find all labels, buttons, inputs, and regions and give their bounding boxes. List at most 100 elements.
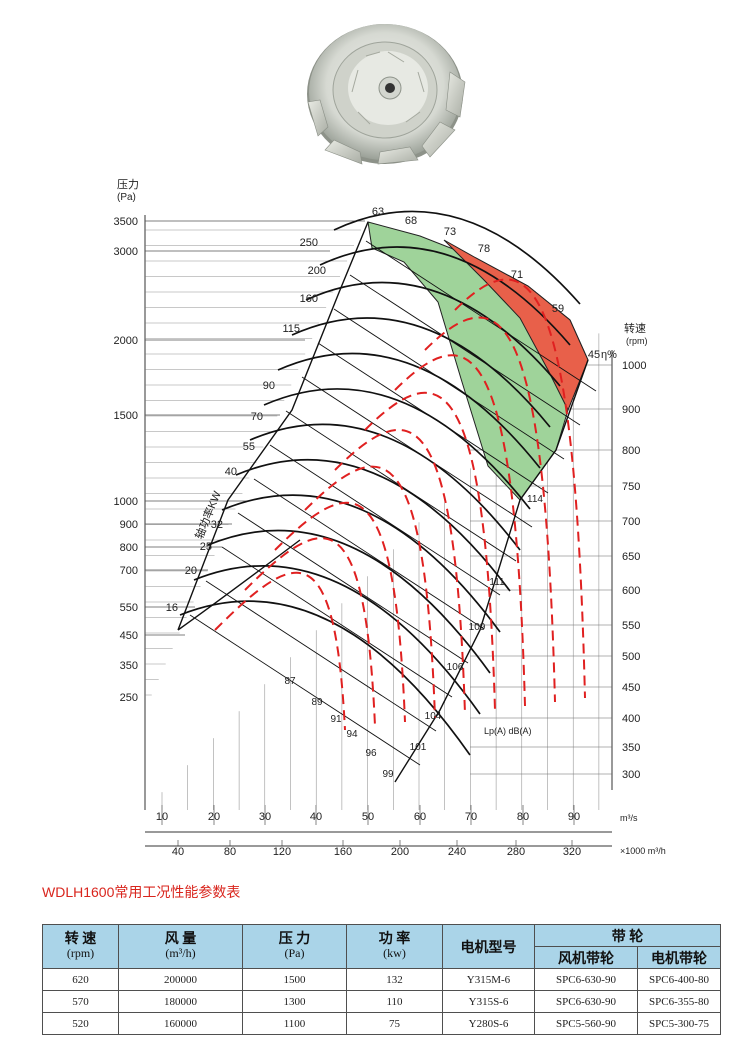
cell-speed: 520 (42, 1012, 119, 1035)
cell-fan-pulley: SPC6-630-90 (534, 990, 638, 1013)
speed-curve (221, 494, 501, 633)
efficiency-unit: η% (601, 349, 617, 361)
table-row: 570 180000 1300 110 Y315S-6 SPC6-630-90 … (42, 990, 721, 1013)
efficiency-curve (334, 428, 466, 715)
header-fan-pulley: 风机带轮 (534, 946, 638, 969)
cell-pressure: 1300 (242, 990, 347, 1013)
pressure-tick-label: 3500 (114, 216, 138, 228)
efficiency-tick-label: 63 (372, 206, 384, 218)
header-motor: 电机型号 (442, 924, 535, 969)
cell-motor-pulley: SPC6-400-80 (637, 968, 721, 991)
speed-tick-label: 500 (622, 651, 640, 663)
noise-tick-label: 101 (410, 742, 427, 753)
efficiency-zones (367, 221, 589, 501)
pressure-axis-label: 压力 (117, 178, 139, 191)
power-axis-label: 轴功率KW (192, 488, 224, 541)
pressure-tick-label: 1500 (114, 410, 138, 422)
speed-curve (235, 458, 511, 592)
flow-m3h-tick: 200 (391, 846, 409, 858)
efficiency-curve (214, 571, 346, 731)
flow-m3h-tick: 320 (563, 846, 581, 858)
cell-pressure: 1500 (242, 968, 347, 991)
chart-labels: 3500 3000 2000 1500 1000 900 800 700 550 450 350 25… (114, 206, 647, 858)
flow-m3h-tick: 80 (224, 846, 236, 858)
cell-speed: 620 (42, 968, 119, 991)
speed-curve (319, 246, 571, 346)
cell-motor-pulley: SPC6-355-80 (637, 990, 721, 1013)
speed-tick-label: 650 (622, 551, 640, 563)
power-line (189, 614, 421, 766)
noise-tick-label: 99 (382, 769, 394, 780)
table-title: WDLH1600常用工况性能参数表 (42, 884, 241, 900)
efficiency-tick-label: 71 (511, 269, 523, 281)
power-line (317, 342, 549, 494)
cell-power: 75 (346, 1012, 443, 1035)
noise-tick-label: 94 (346, 729, 358, 740)
performance-curves (177, 210, 597, 783)
speed-curve (263, 388, 531, 510)
flow-m3s-tick: 10 (156, 811, 168, 823)
pressure-tick-label: 2000 (114, 335, 138, 347)
flow-m3h-unit: ×1000 m³/h (620, 846, 666, 856)
efficiency-tick-label: 45 (588, 349, 600, 361)
noise-tick-label: 91 (330, 714, 342, 725)
pressure-tick-label: 250 (120, 692, 138, 704)
cell-speed: 570 (42, 990, 119, 1013)
speed-tick-label: 300 (622, 769, 640, 781)
flow-m3s-tick: 90 (568, 811, 580, 823)
efficiency-curve (394, 354, 526, 707)
power-line (205, 580, 437, 732)
header-motor-pulley: 电机带轮 (637, 946, 721, 969)
header-flow: 风 量 (m³/h) (118, 924, 243, 969)
pressure-tick-label: 1000 (114, 496, 138, 508)
power-line (301, 376, 533, 528)
header-belt: 带 轮 (534, 924, 721, 947)
power-line (269, 444, 501, 596)
noise-tick-label: 109 (469, 622, 486, 633)
cell-motor-pulley: SPC5-300-75 (637, 1012, 721, 1035)
flow-m3s-unit: m³/s (620, 813, 638, 823)
speed-curve (277, 352, 541, 469)
chart-gridlines (144, 215, 613, 847)
fan-performance-chart: 3500 3000 2000 1500 1000 900 800 700 550 450 350 25… (114, 178, 666, 858)
performance-table: 转 速 (rpm) 风 量 (m³/h) 压 力 (Pa) 功 率 (kw) 电机型号 … (42, 924, 721, 1035)
power-tick-label: 55 (243, 441, 255, 453)
speed-tick-label: 700 (622, 516, 640, 528)
efficiency-tick-label: 73 (444, 226, 456, 238)
header-speed: 转 速 (rpm) (42, 924, 119, 969)
noise-tick-label: 104 (425, 711, 442, 722)
speed-curve (179, 600, 471, 756)
efficiency-curve (244, 537, 376, 727)
speed-tick-label: 750 (622, 481, 640, 493)
cell-fan-pulley: SPC5-560-90 (534, 1012, 638, 1035)
power-tick-label: 25 (200, 541, 212, 553)
efficiency-curve (364, 391, 496, 711)
noise-tick-label: 89 (311, 697, 323, 708)
pressure-tick-label: 700 (120, 565, 138, 577)
power-tick-label: 250 (300, 237, 318, 249)
speed-axis-label: 转速 (624, 321, 646, 335)
noise-tick-label: 114 (527, 494, 543, 505)
cell-flow: 180000 (118, 990, 243, 1013)
power-tick-label: 40 (225, 466, 237, 478)
efficiency-curve (454, 278, 586, 699)
power-tick-label: 70 (251, 411, 263, 423)
cell-flow: 160000 (118, 1012, 243, 1035)
efficiency-curve (274, 501, 406, 723)
cell-motor: Y280S-6 (442, 1012, 535, 1035)
speed-tick-label: 800 (622, 445, 640, 457)
flow-m3h-tick: 160 (334, 846, 352, 858)
table-row: 620 200000 1500 132 Y315M-6 SPC6-630-90 … (42, 968, 721, 991)
speed-curve (193, 565, 481, 715)
pressure-tick-label: 350 (120, 660, 138, 672)
cell-power: 132 (346, 968, 443, 991)
red-efficiency-zone (443, 239, 589, 412)
cell-fan-pulley: SPC6-630-90 (534, 968, 638, 991)
speed-tick-label: 900 (622, 404, 640, 416)
efficiency-tick-label: 68 (405, 215, 417, 227)
flow-m3h-tick: 120 (273, 846, 291, 858)
cell-motor: Y315M-6 (442, 968, 535, 991)
efficiency-tick-label: 59 (552, 303, 564, 315)
power-tick-label: 20 (185, 565, 197, 577)
speed-curve (291, 317, 551, 428)
